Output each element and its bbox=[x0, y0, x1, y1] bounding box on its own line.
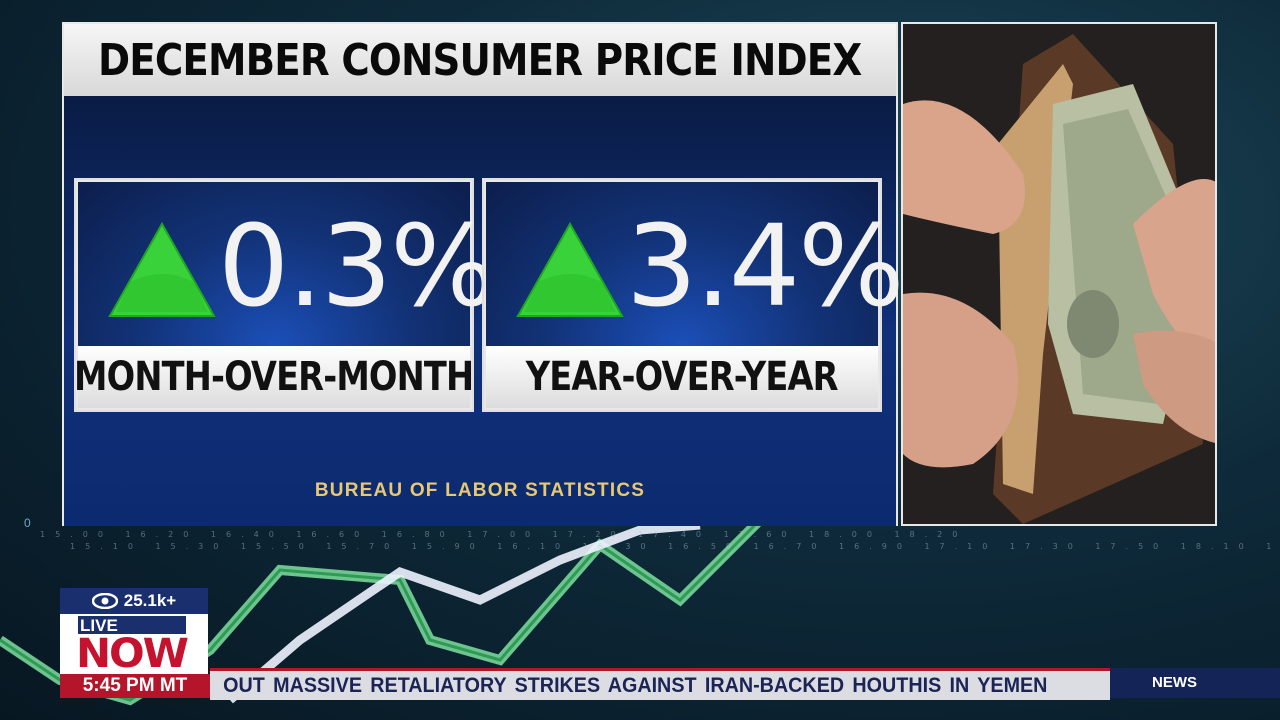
source-label: BUREAU OF LABOR STATISTICS bbox=[314, 480, 646, 501]
eye-icon bbox=[91, 593, 118, 609]
stat-card-month-over-month: 0.3% MONTH-OVER-MONTH bbox=[74, 178, 497, 412]
news-ticker: OUT MASSIVE RETALIATORY STRIKES AGAINST … bbox=[210, 668, 1110, 700]
stat-value: 0.3% bbox=[218, 202, 497, 332]
graphic-title: DECEMBER CONSUMER PRICE INDEX bbox=[98, 34, 862, 86]
stat-label-panel: MONTH-OVER-MONTH bbox=[74, 346, 474, 408]
cpi-graphic: DECEMBER CONSUMER PRICE INDEX 0.3% MONTH… bbox=[62, 22, 905, 526]
stat-value-panel: 3.4% bbox=[486, 182, 905, 346]
stat-value: 3.4% bbox=[626, 202, 905, 332]
background-ticks-row2: 15.10 15.30 15.50 15.70 15.90 16.10 16.3… bbox=[70, 542, 1280, 551]
live-now-bug: LIVE NOW bbox=[60, 614, 208, 676]
stat-label: MONTH-OVER-MONTH bbox=[74, 354, 474, 400]
up-arrow-icon bbox=[516, 222, 624, 317]
stat-label: YEAR-OVER-YEAR bbox=[525, 354, 839, 400]
up-arrow-icon bbox=[108, 222, 216, 317]
wallet-photo bbox=[901, 22, 1217, 526]
network-tag: NEWS bbox=[1110, 668, 1280, 698]
wallet-image-icon bbox=[903, 24, 1215, 524]
stat-value-panel: 0.3% bbox=[78, 182, 497, 346]
viewer-count-badge: 25.1k+ bbox=[60, 588, 208, 614]
graphic-title-bar: DECEMBER CONSUMER PRICE INDEX bbox=[64, 24, 896, 96]
stat-card-year-over-year: 3.4% YEAR-OVER-YEAR bbox=[482, 178, 905, 412]
background-ticks-row1: 15.00 16.20 16.40 16.60 16.80 17.00 17.2… bbox=[40, 530, 968, 539]
ticker-text: OUT MASSIVE RETALIATORY STRIKES AGAINST … bbox=[223, 673, 1048, 697]
viewer-count: 25.1k+ bbox=[123, 591, 177, 610]
live-label: LIVE bbox=[78, 616, 186, 635]
graphic-body: 0.3% MONTH-OVER-MONTH 3.4% YEAR-OVER-YEA… bbox=[64, 96, 905, 526]
stat-label-panel: YEAR-OVER-YEAR bbox=[486, 346, 878, 408]
axis-zero-label: 0 bbox=[24, 516, 31, 530]
now-label: NOW bbox=[76, 631, 189, 677]
broadcast-time: 5:45 PM MT bbox=[60, 674, 210, 698]
